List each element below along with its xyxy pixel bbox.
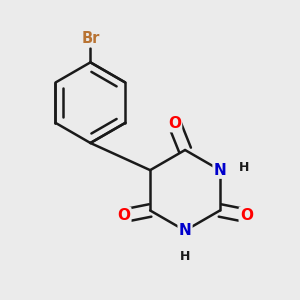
Text: N: N <box>214 163 226 178</box>
Text: Br: Br <box>81 31 100 46</box>
Text: O: O <box>117 208 130 223</box>
Text: H: H <box>239 161 250 174</box>
Text: N: N <box>179 223 191 238</box>
Text: H: H <box>180 250 190 263</box>
Text: O: O <box>240 208 253 223</box>
Text: O: O <box>168 116 181 131</box>
